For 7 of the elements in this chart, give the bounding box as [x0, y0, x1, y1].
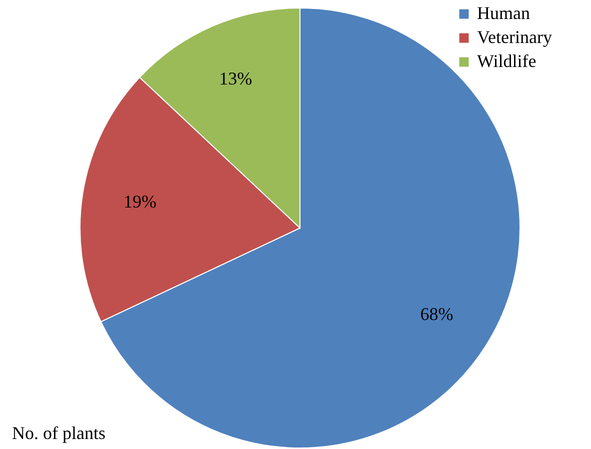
legend-label: Wildlife [477, 51, 536, 71]
data-label: 19% [123, 192, 156, 212]
text: No. of plants [12, 423, 106, 443]
legend-label: Human [477, 3, 530, 23]
data-label: 68% [420, 304, 454, 324]
legend-label: Veterinary [477, 27, 552, 47]
data-label: 13% [219, 68, 252, 88]
